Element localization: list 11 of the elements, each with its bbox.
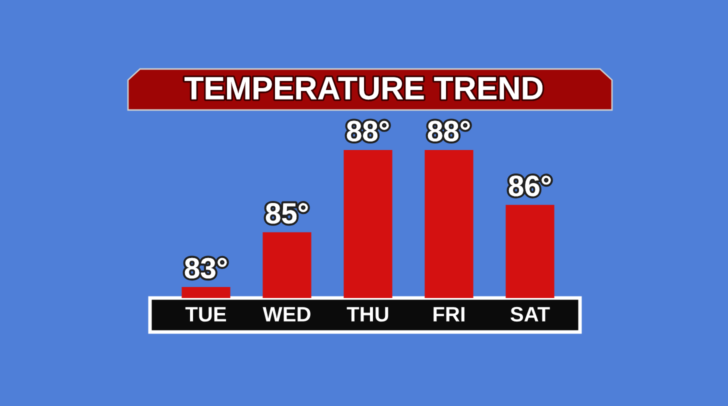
data-label: 88°	[346, 120, 389, 142]
data-label: 86°	[508, 176, 551, 196]
x-tick-label: THU	[346, 307, 388, 322]
data-label: 88°	[428, 120, 470, 142]
data-label: 83°	[184, 258, 227, 279]
x-tick-label: FRI	[434, 307, 464, 322]
x-tick-label: TUE	[185, 307, 226, 322]
chart-title: TEMPERATURE TREND	[184, 77, 542, 100]
data-label: 85°	[266, 203, 308, 224]
x-tick-label: SAT	[510, 306, 550, 322]
x-tick-label: WED	[262, 307, 310, 322]
